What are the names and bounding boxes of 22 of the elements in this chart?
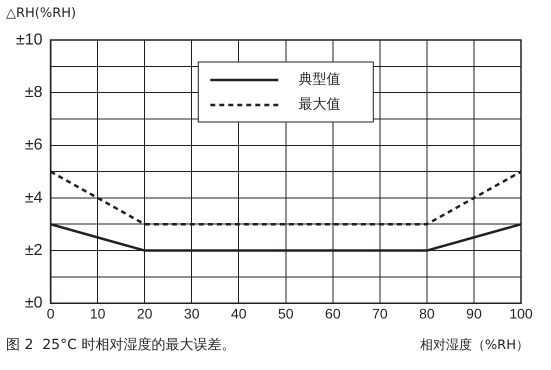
x-tick-label: 10 xyxy=(90,305,106,322)
x-tick-label: 50 xyxy=(278,305,294,322)
text: 图 2 25°C 时相对湿度的最大误差。 xyxy=(6,336,236,354)
x-tick-label: 70 xyxy=(372,305,388,322)
legend-label: 典型值 xyxy=(298,72,340,88)
x-tick-label: 100 xyxy=(509,305,533,322)
x-axis-title: 相对湿度（%RH） xyxy=(420,337,529,354)
y-tick-label: ±2 xyxy=(24,242,43,259)
x-tick-label: 30 xyxy=(184,305,200,322)
legend-label: 最大值 xyxy=(298,96,340,113)
x-tick-label: 90 xyxy=(466,305,482,322)
y-tick-label: ±10 xyxy=(16,31,43,48)
y-tick-label: ±4 xyxy=(24,189,43,206)
y-tick-label: ±8 xyxy=(24,84,43,102)
x-tick-label: 40 xyxy=(230,305,247,322)
x-tick-label: 20 xyxy=(136,305,153,322)
y-axis-title: △RH(%RH) xyxy=(6,6,76,21)
x-tick-label: 60 xyxy=(325,305,341,322)
y-tick-label: ±6 xyxy=(24,136,43,154)
x-tick-label: 80 xyxy=(419,305,435,322)
x-tick-label: 0 xyxy=(46,305,55,322)
y-tick-label: ±0 xyxy=(24,294,43,312)
